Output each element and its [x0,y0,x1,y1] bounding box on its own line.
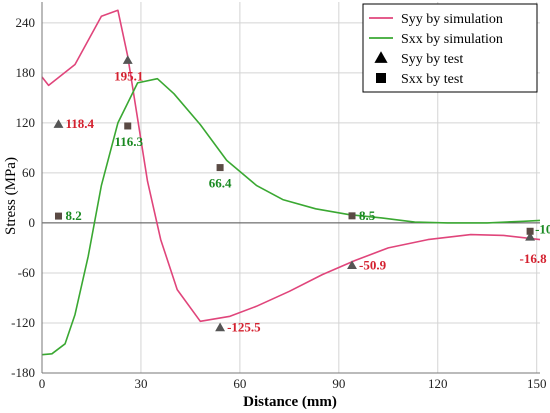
y-tick-label: 60 [22,165,35,180]
square-marker [526,227,534,235]
triangle-marker [347,260,357,270]
data-label: 118.4 [65,116,94,131]
legend-swatch-triangle [374,51,388,63]
y-axis-title: Stress (MPa) [3,157,19,235]
y-tick-label: 120 [16,115,36,130]
legend-swatch-square [376,73,386,83]
y-tick-label: -180 [11,365,35,380]
x-tick-label: 150 [527,376,547,391]
legend: Syy by simulation Sxx by simulation Syy by… [362,3,538,93]
y-tick-label: 0 [29,215,36,230]
legend-label: Sxx by simulation [401,32,503,47]
triangle-marker [215,322,226,332]
data-label: 8.2 [65,208,81,223]
y-tick-label: -60 [18,265,35,280]
y-tick-label: -120 [11,315,35,330]
x-axis-title: Distance (mm) [243,394,337,410]
legend-label: Syy by test [401,52,463,67]
y-tick-label: 240 [16,15,36,30]
axis-layer: 0 30 60 90 120 150 -180 -120 -60 0 60 120 180 240 [11,2,546,391]
legend-item: Syy by simulation [369,12,503,27]
legend-label: Syy by simulation [401,12,503,27]
data-label: 8.5 [359,208,376,223]
x-tick-label: 60 [233,376,246,391]
data-label-layer: 118.4 195.1 -125.5 -50.9 -16.8 8.2 116.3 66.4 8.… [65,68,550,334]
triangle-marker [53,119,64,128]
data-label: -50.9 [359,257,387,272]
square-marker [216,164,224,172]
x-tick-label: 90 [332,376,345,391]
data-label: -125.5 [227,320,261,335]
y-tick-label: 180 [16,65,36,80]
series-line [41,9,541,323]
legend-item: Syy by test [374,51,463,67]
series-line [41,77,541,356]
data-label: 66.4 [209,176,232,191]
x-tick-label: 0 [39,376,46,391]
triangle-marker [525,231,536,241]
square-marker [348,212,356,220]
data-label: -16.8 [520,251,548,266]
data-label: 195.1 [114,68,143,83]
marker-layer [53,55,536,332]
legend-item: Sxx by simulation [369,32,503,47]
legend-item: Sxx by test [376,72,463,87]
x-tick-label: 120 [428,376,448,391]
data-label: -10 [535,221,550,236]
data-label: 116.3 [114,134,143,149]
square-marker [54,212,62,220]
series-layer [41,9,541,356]
triangle-marker [122,55,133,64]
square-marker [124,122,132,130]
legend-label: Sxx by test [401,72,463,87]
x-tick-label: 30 [134,376,147,391]
